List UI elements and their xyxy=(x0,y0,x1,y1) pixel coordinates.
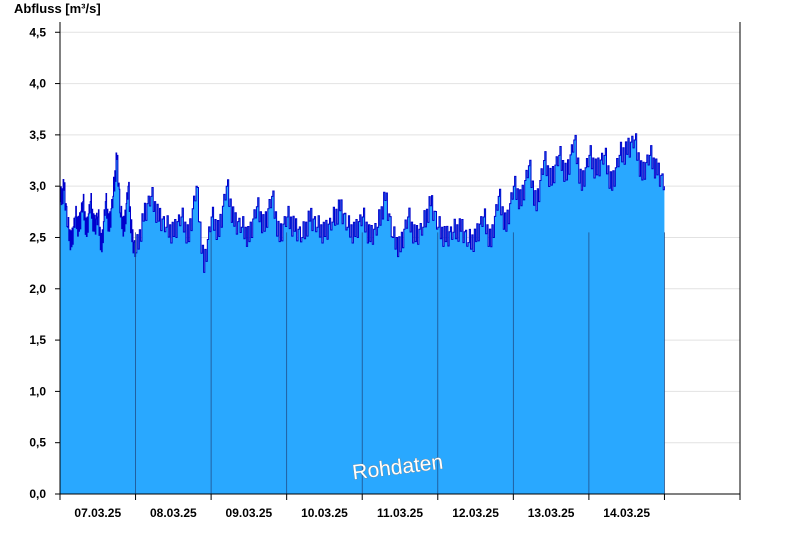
y-tick-label-2: 1,0 xyxy=(29,384,46,398)
y-tick-label-8: 4,0 xyxy=(29,77,46,91)
x-tick-label-5: 12.03.25 xyxy=(452,506,499,520)
day-separators xyxy=(135,232,665,494)
x-tick-label-2: 09.03.25 xyxy=(226,506,273,520)
y-tick-label-0: 0,0 xyxy=(29,487,46,501)
y-tick-label-7: 3,5 xyxy=(29,128,46,142)
y-tick-label-3: 1,5 xyxy=(29,333,46,347)
x-tick-label-1: 08.03.25 xyxy=(150,506,197,520)
x-tick-label-7: 14.03.25 xyxy=(603,506,650,520)
x-ticks: 07.03.25 08.03.25 09.03.25 10.03.25 11.03.25… xyxy=(59,494,741,520)
y-tick-label-6: 3,0 xyxy=(29,179,46,193)
x-tick-label-0: 07.03.25 xyxy=(74,506,121,520)
axes xyxy=(59,22,741,495)
y-tick-label-4: 2,0 xyxy=(29,282,46,296)
discharge-line xyxy=(60,133,665,273)
y-tick-label-1: 0,5 xyxy=(29,436,46,450)
y-tick-label-5: 2,5 xyxy=(29,230,46,244)
y-axis-title: Abfluss [m³/s] xyxy=(14,1,101,16)
y-tick-label-9: 4,5 xyxy=(29,25,46,39)
x-tick-label-3: 10.03.25 xyxy=(301,506,348,520)
x-tick-label-4: 11.03.25 xyxy=(377,506,423,520)
y-ticks: 0,0 0,5 1,0 1,5 2,0 2,5 3,0 3,5 4,0 4,5 xyxy=(29,25,60,501)
x-tick-label-6: 13.03.25 xyxy=(528,506,575,520)
